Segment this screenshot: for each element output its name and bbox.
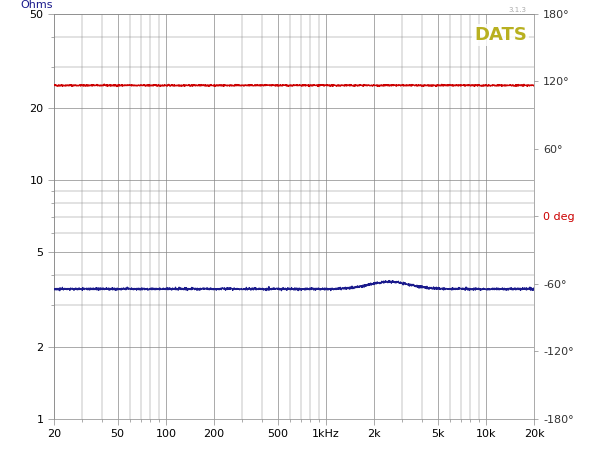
Text: DATS: DATS bbox=[474, 26, 527, 44]
Text: Ohms: Ohms bbox=[20, 0, 53, 10]
Text: 3.1.3: 3.1.3 bbox=[509, 7, 527, 13]
